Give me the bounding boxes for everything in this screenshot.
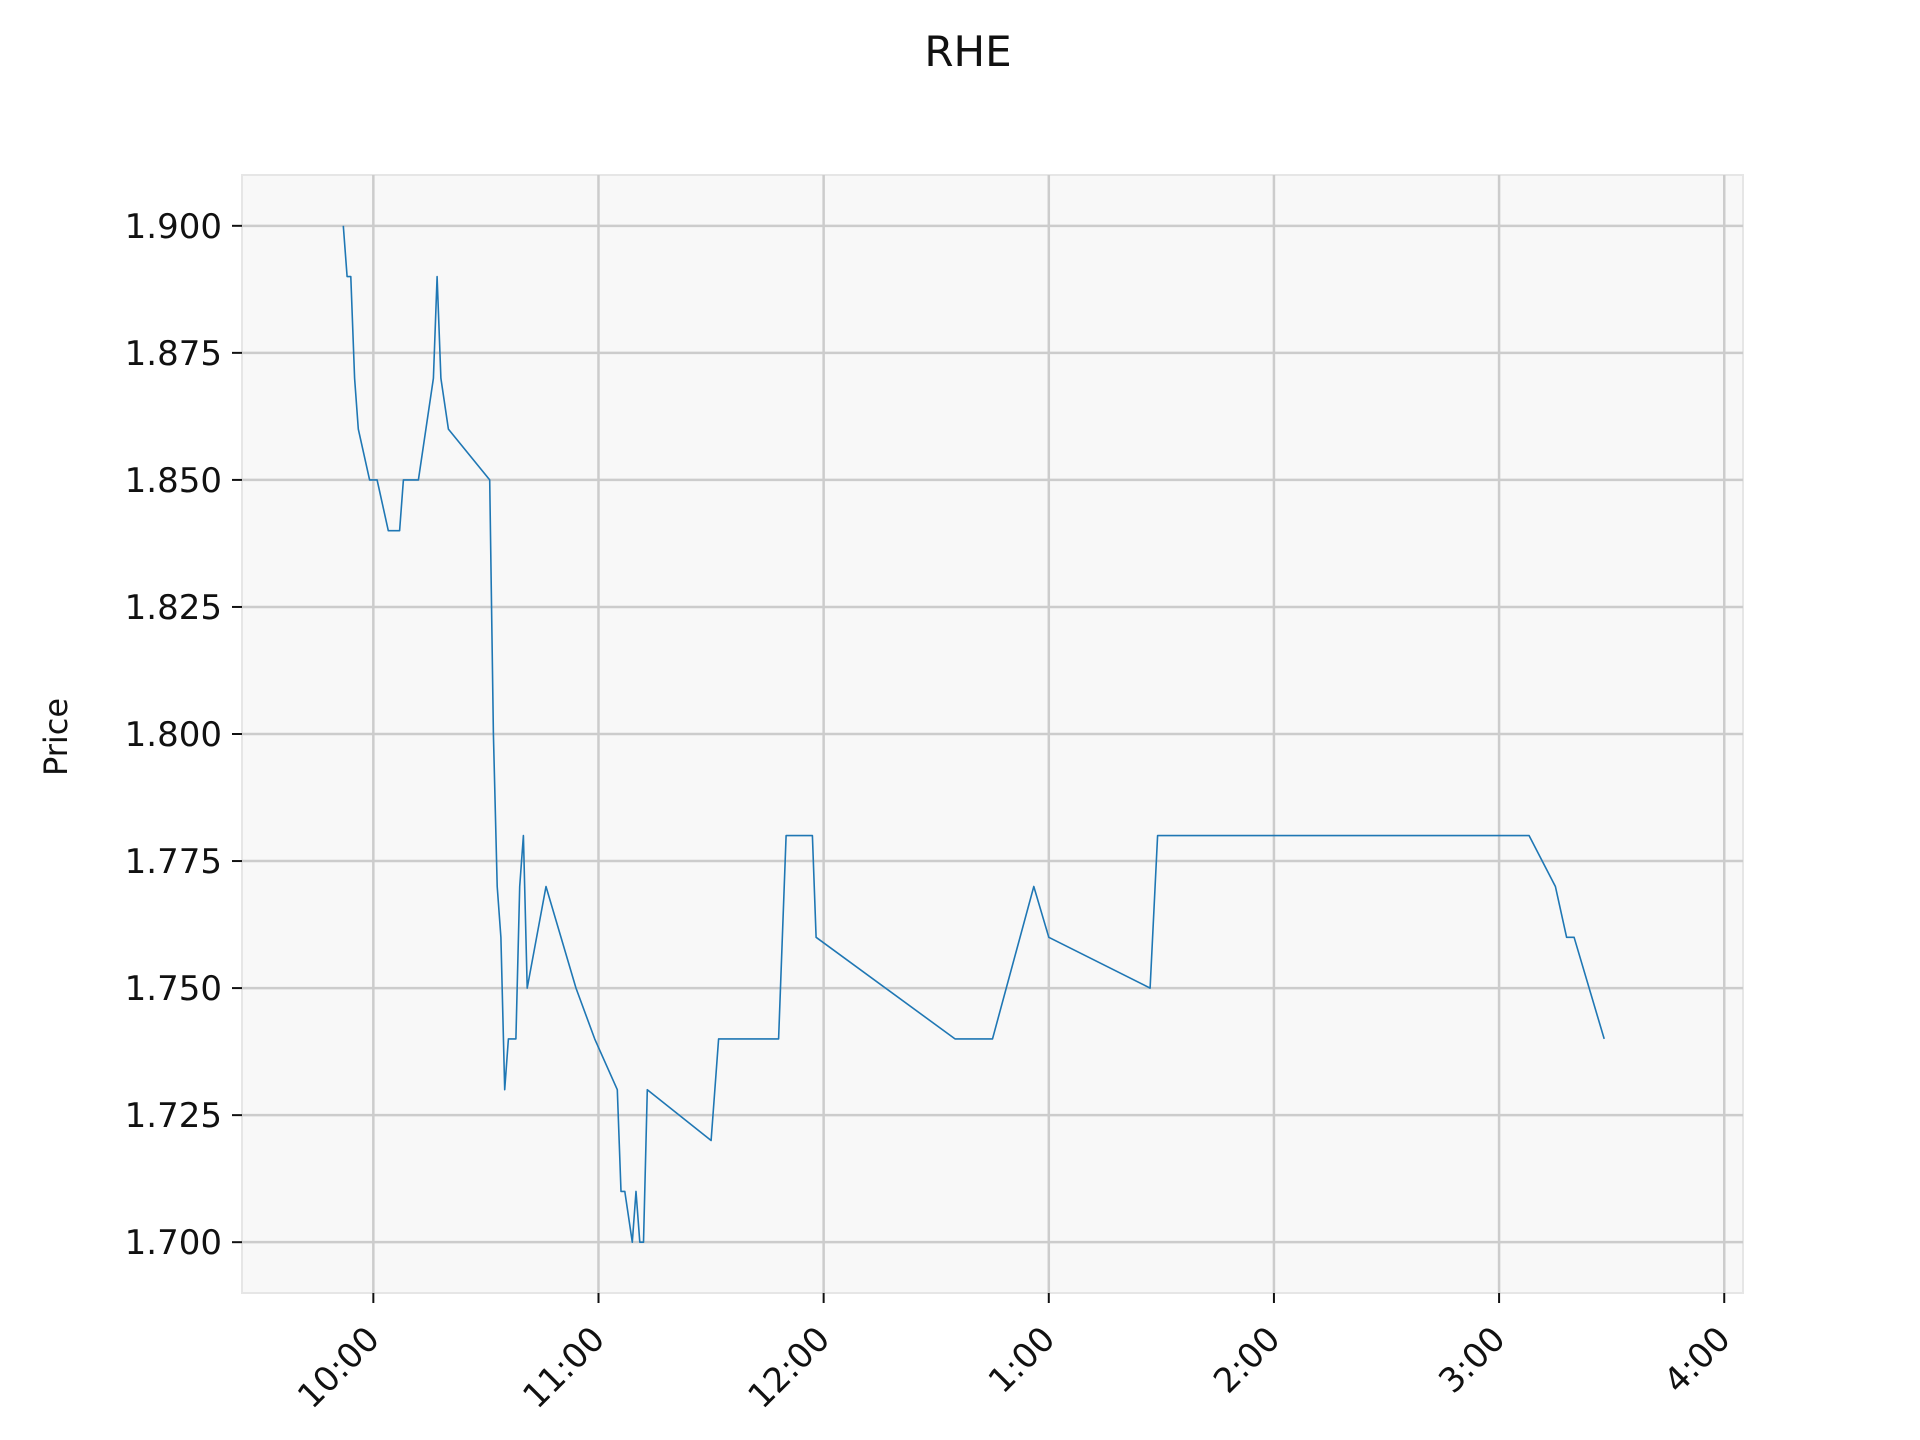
x-tick-label: 10:00 [290, 1319, 388, 1417]
price-series-line [342, 225, 1605, 1243]
x-tick-label: 11:00 [515, 1319, 613, 1417]
chart-title: RHE [924, 27, 1011, 76]
x-tick-label: 2:00 [1206, 1319, 1288, 1401]
grid-lines [242, 175, 1743, 1293]
y-tick-label: 1.900 [125, 207, 222, 247]
y-tick-label: 1.725 [125, 1096, 222, 1136]
x-tick-label: 12:00 [740, 1319, 838, 1417]
y-tick-label: 1.700 [125, 1223, 222, 1263]
y-tick-label: 1.750 [125, 969, 222, 1009]
x-tick-label: 4:00 [1656, 1319, 1738, 1401]
y-tick-label: 1.775 [125, 842, 222, 882]
y-tick-label: 1.800 [125, 715, 222, 755]
series-layer [342, 225, 1605, 1243]
x-tick-label: 1:00 [981, 1319, 1063, 1401]
y-tick-label: 1.825 [125, 588, 222, 628]
x-tick-label: 3:00 [1431, 1319, 1513, 1401]
y-tick-label: 1.850 [125, 461, 222, 501]
y-axis-label: Price [37, 698, 75, 776]
y-tick-label: 1.875 [125, 334, 222, 374]
